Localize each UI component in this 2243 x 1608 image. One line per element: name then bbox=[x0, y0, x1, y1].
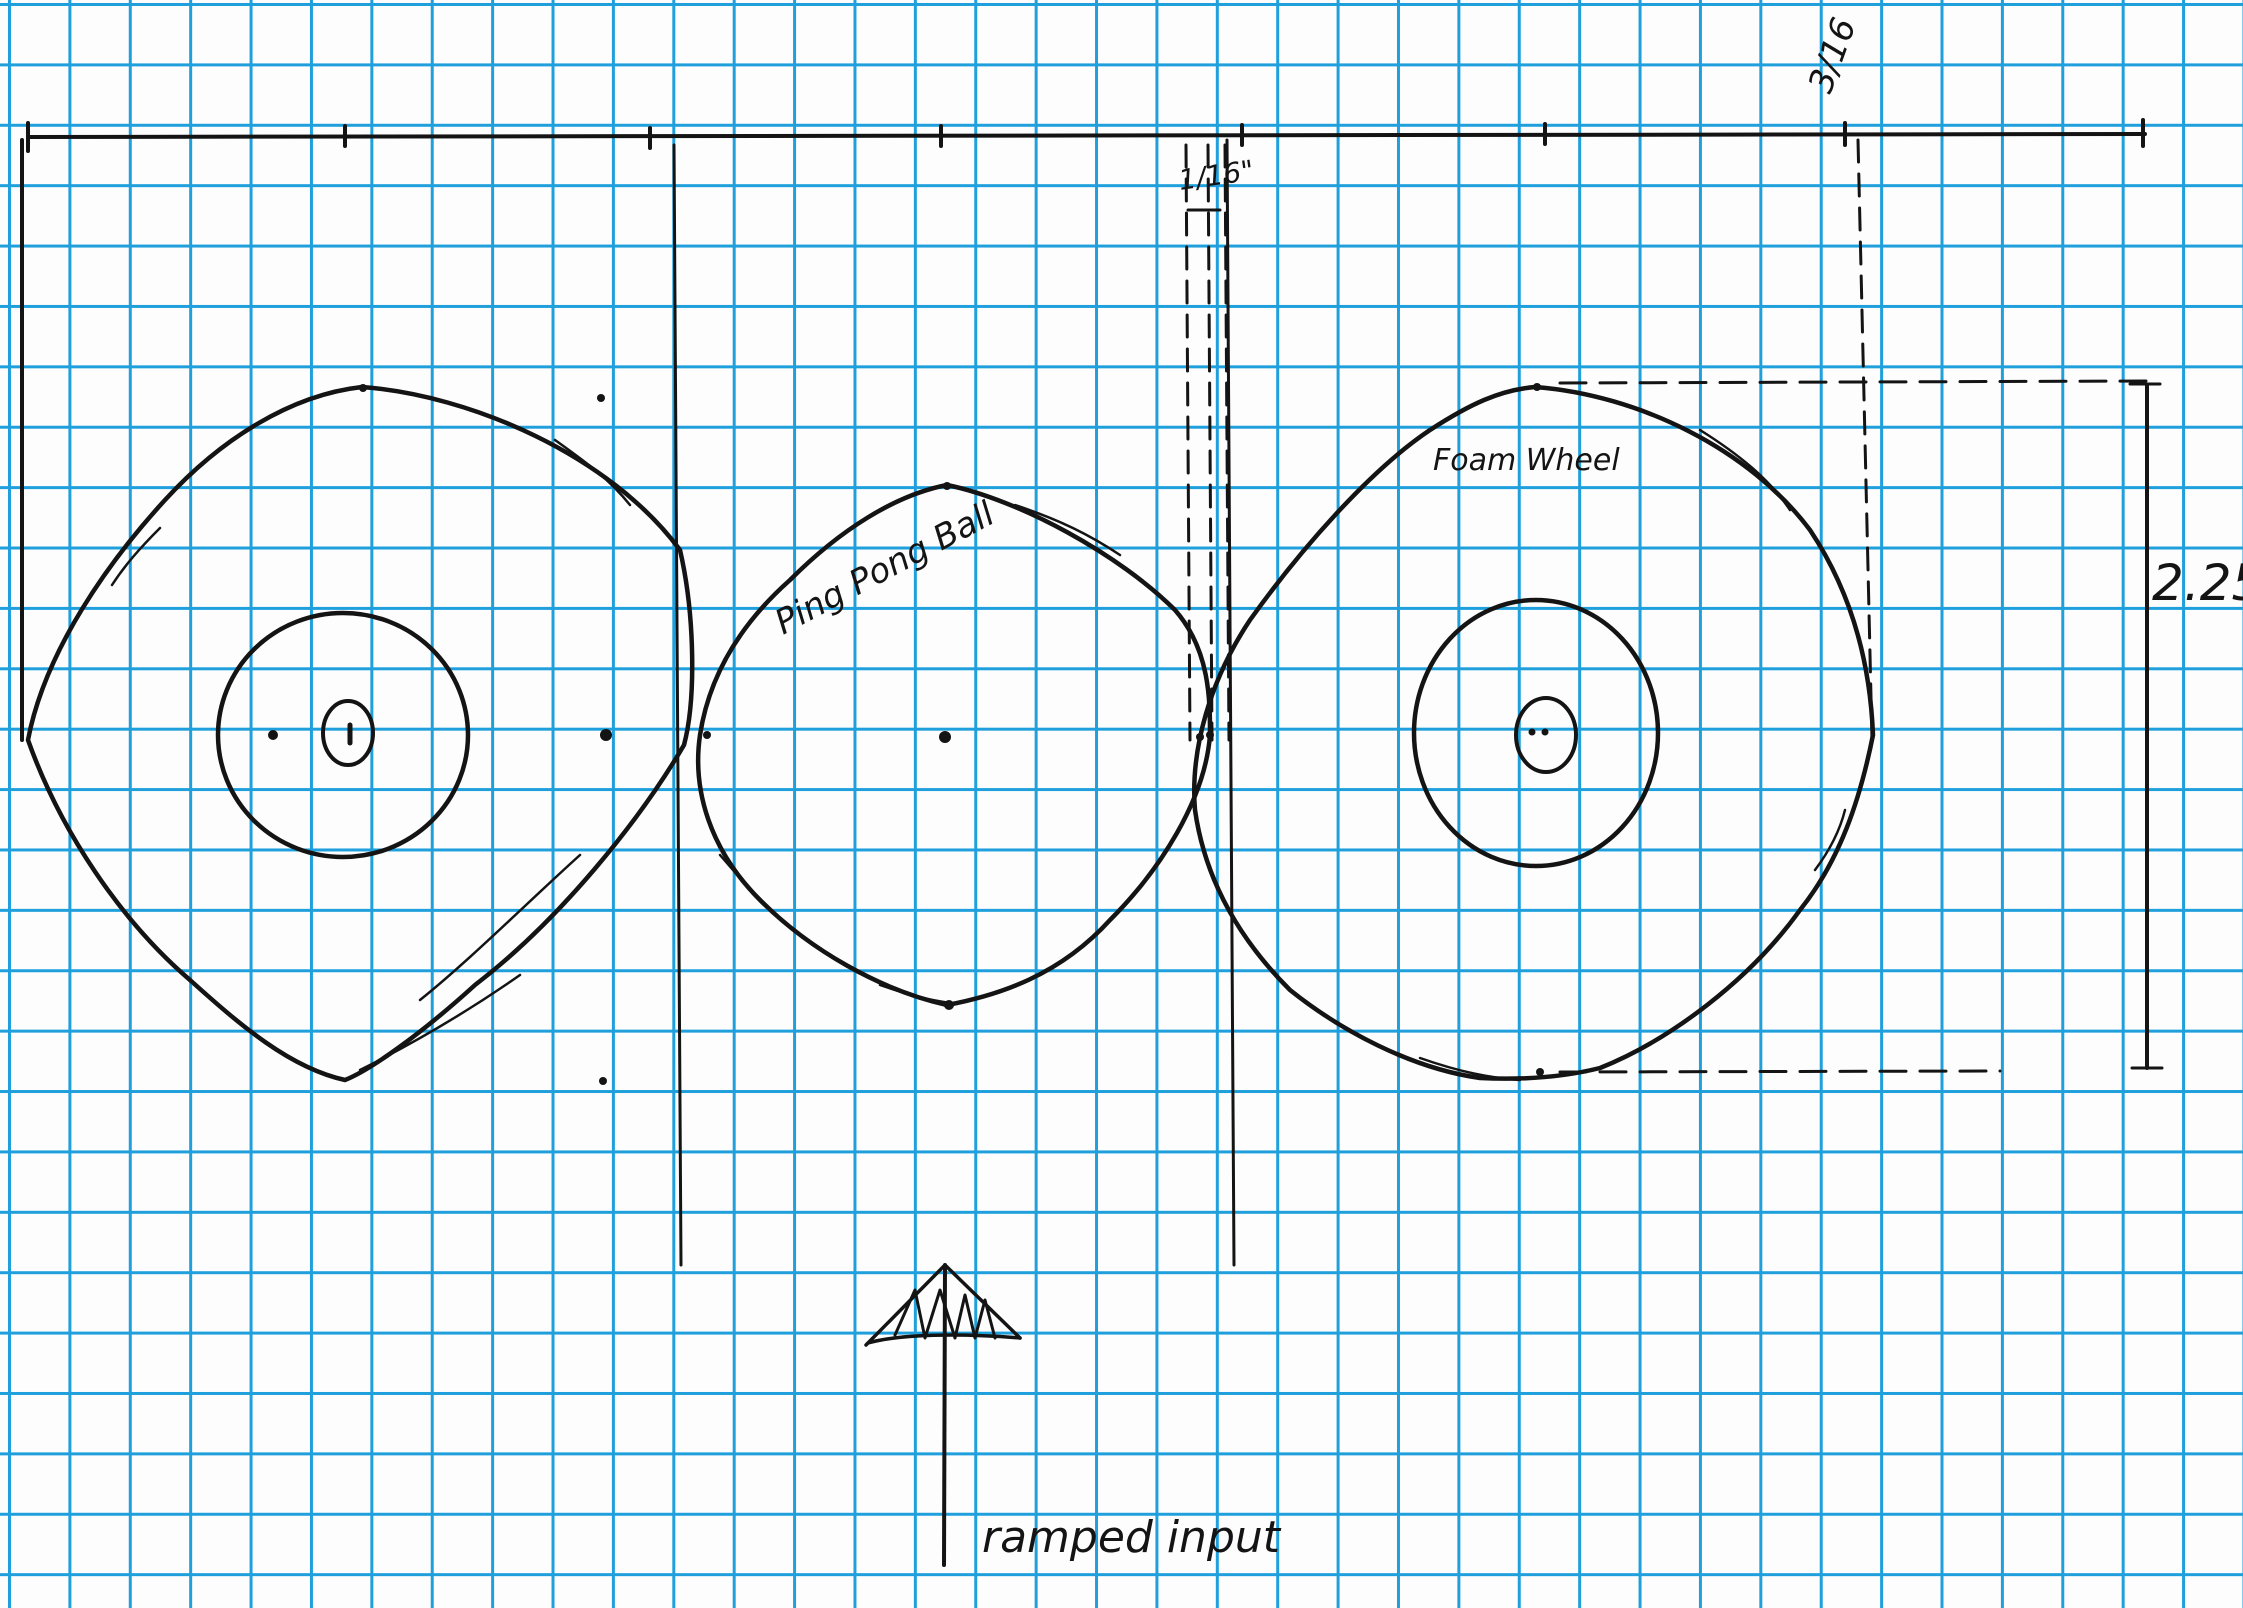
center-dot bbox=[597, 394, 605, 402]
dimension-height-label: 2.25 bbox=[2152, 554, 2243, 612]
center-dot bbox=[703, 731, 711, 739]
label-foam-wheel: Foam Wheel bbox=[1433, 443, 1620, 478]
center-dot bbox=[1541, 728, 1549, 736]
extension-lines bbox=[20, 138, 1874, 1267]
center-dot bbox=[600, 729, 612, 741]
label-ramped-input: ramped input bbox=[982, 1512, 1282, 1563]
center-dot bbox=[1528, 728, 1536, 736]
dimension-offset-label: 3/16 bbox=[1801, 13, 1865, 98]
center-dot bbox=[599, 1077, 607, 1085]
center-dot bbox=[944, 1000, 954, 1010]
left-foam-wheel bbox=[25, 384, 695, 1085]
center-dot bbox=[1206, 731, 1214, 739]
ping-pong-ball bbox=[695, 482, 1213, 1010]
center-dot bbox=[1533, 383, 1541, 391]
center-dot bbox=[943, 482, 951, 490]
center-dot bbox=[939, 731, 951, 743]
top-dimension-line bbox=[26, 118, 2147, 153]
center-dot bbox=[359, 384, 367, 392]
right-foam-wheel bbox=[1192, 383, 1876, 1082]
dimension-gap-label: 1/16" bbox=[1176, 154, 1256, 197]
height-dimension bbox=[1558, 379, 2164, 1074]
center-dot bbox=[1536, 1068, 1544, 1076]
center-dot bbox=[268, 730, 278, 740]
ramped-input-arrow bbox=[864, 1263, 1022, 1567]
